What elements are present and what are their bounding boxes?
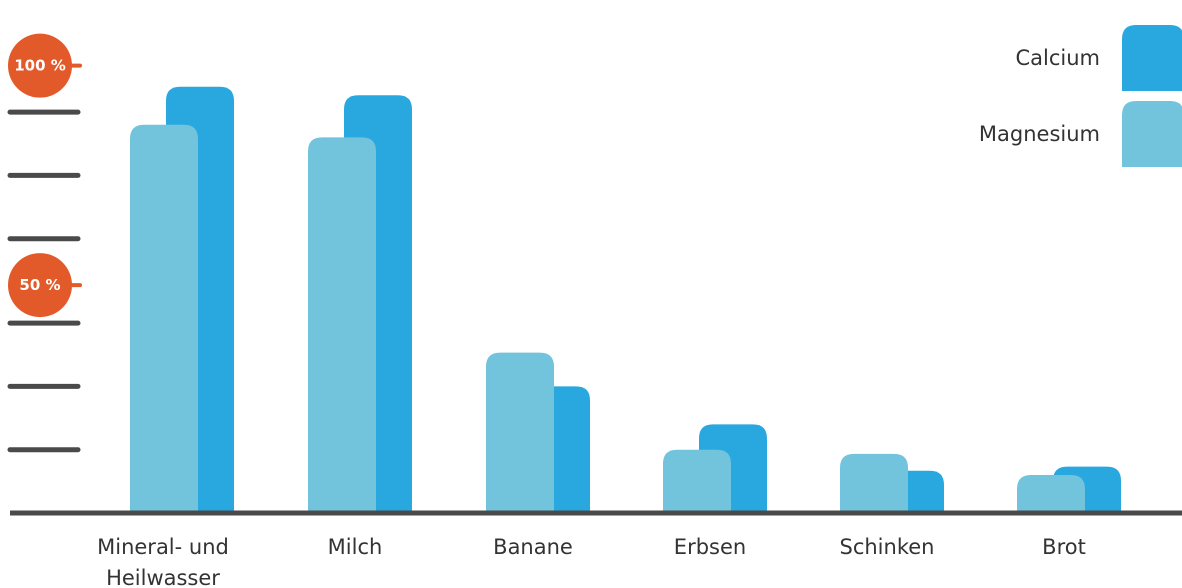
bar-magnesium-0 bbox=[130, 124, 198, 513]
legend-swatch-1 bbox=[1122, 101, 1182, 167]
legend-swatch-0 bbox=[1122, 25, 1182, 91]
category-label-5-0: Brot bbox=[1042, 535, 1086, 559]
legend-label-1: Magnesium bbox=[979, 122, 1100, 146]
category-label-3-0: Erbsen bbox=[674, 535, 746, 559]
bar-magnesium-3 bbox=[663, 449, 731, 513]
category-label-0-0: Mineral- und bbox=[97, 535, 229, 559]
marker-label-1: 50 % bbox=[19, 276, 60, 294]
bar-magnesium-2 bbox=[486, 352, 554, 513]
marker-badge-1 bbox=[8, 253, 72, 318]
legend-label-0: Calcium bbox=[1015, 46, 1100, 70]
category-label-4-0: Schinken bbox=[840, 535, 935, 559]
category-label-2-0: Banane bbox=[493, 535, 573, 559]
marker-label-0: 100 % bbox=[14, 57, 66, 75]
category-label-0-1: Heilwasser bbox=[106, 566, 220, 588]
bar-magnesium-4 bbox=[840, 453, 908, 513]
marker-badge-0 bbox=[8, 33, 72, 98]
bar-magnesium-5 bbox=[1017, 475, 1085, 513]
category-label-1-0: Milch bbox=[328, 535, 383, 559]
bar-magnesium-1 bbox=[308, 137, 376, 514]
